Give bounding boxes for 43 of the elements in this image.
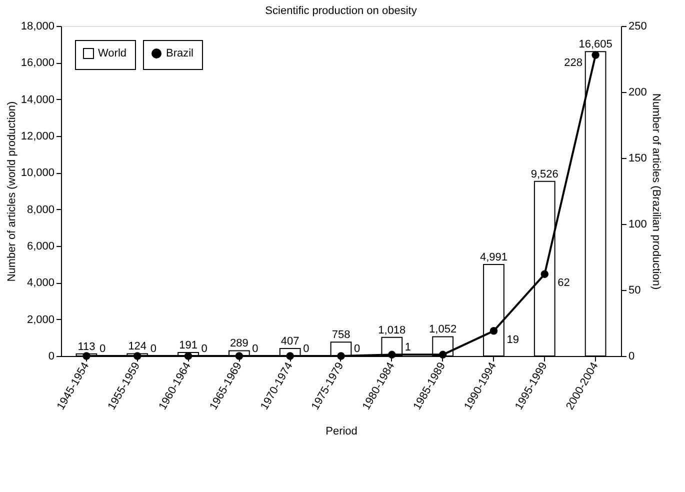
y2-tick-label: 0 — [628, 350, 635, 362]
y-tick-label: 4,000 — [26, 277, 54, 290]
data-label: 4,991 — [480, 252, 508, 264]
data-label: 191 — [179, 340, 198, 352]
data-label: 124 — [128, 340, 147, 353]
y2-axis-title: Number of articles (Brazilian production) — [650, 93, 662, 290]
data-label: 758 — [332, 329, 350, 342]
data-label: 1 — [404, 342, 412, 354]
data-label: 0 — [354, 343, 360, 355]
data-label: 19 — [506, 334, 519, 346]
y-tick-label: 14,000 — [20, 94, 54, 106]
y-tick-label: 0 — [48, 350, 54, 362]
y-tick-label: 10,000 — [20, 167, 54, 180]
y2-tick-label: 100 — [628, 218, 647, 230]
data-label: 0 — [150, 343, 156, 355]
data-label: 1,052 — [429, 324, 457, 336]
data-label: 289 — [230, 338, 248, 350]
y2-tick-label: 50 — [628, 284, 641, 296]
data-label: 1,018 — [378, 324, 406, 336]
data-label: 9,526 — [530, 168, 558, 180]
y2-tick-label: 150 — [628, 152, 647, 164]
y-tick-label: 6,000 — [26, 240, 54, 252]
y2-tick-label: 250 — [628, 20, 647, 32]
data-label: 0 — [303, 343, 310, 355]
x-axis-title: Period — [326, 426, 358, 438]
legend-label: World — [98, 48, 127, 60]
chart-title: Scientific production on obesity — [265, 5, 418, 17]
y-tick-label: 8,000 — [26, 204, 54, 216]
y-axis-title: Number of articles (world production) — [6, 101, 18, 282]
data-label: 16,605 — [578, 38, 612, 51]
y2-tick-label: 200 — [628, 86, 647, 98]
data-label: 407 — [280, 336, 300, 348]
y-tick-label: 18,000 — [20, 20, 54, 32]
data-label: 0 — [252, 343, 258, 355]
data-label: 0 — [201, 343, 208, 355]
data-label: 62 — [558, 277, 570, 290]
y-tick-label: 16,000 — [20, 57, 54, 70]
data-label: 113 — [78, 340, 96, 353]
legend-label: Brazil — [166, 48, 194, 60]
y-tick-label: 2,000 — [26, 314, 54, 326]
data-label: 228 — [564, 57, 583, 70]
data-label: 0 — [99, 343, 106, 355]
y-tick-label: 12,000 — [20, 130, 54, 142]
